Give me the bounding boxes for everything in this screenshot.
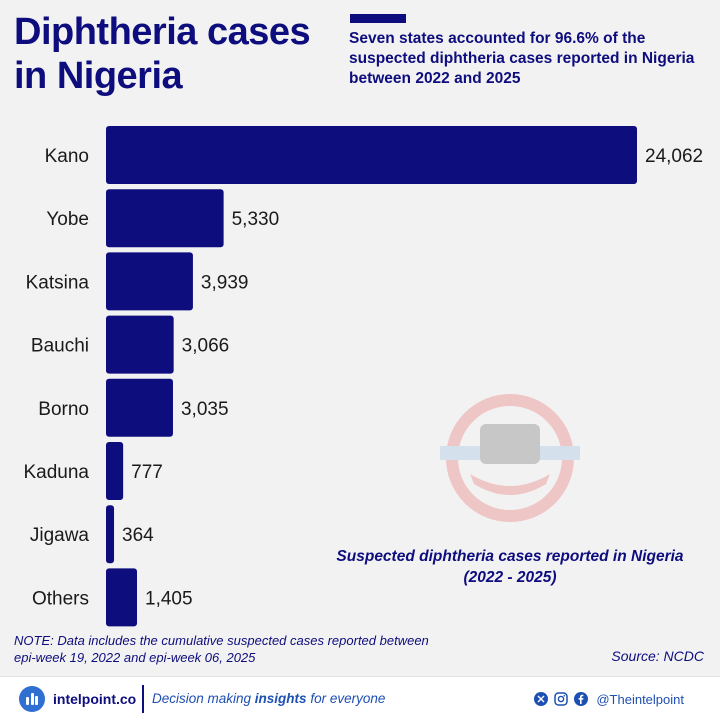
value-label-katsina: 3,939 [201,272,249,293]
value-label-others: 1,405 [145,588,193,609]
bar-kano [106,126,637,184]
subtitle: Seven states accounted for 96.6% of the … [349,30,695,87]
chart-caption: Suspected diphtheria cases reported in N… [336,548,684,586]
bar-bauchi [106,315,174,374]
category-label-kaduna: Kaduna [23,462,89,483]
social-links: @Theintelpoint [534,690,684,708]
footer-divider [142,685,144,713]
tagline-bold: insights [254,691,307,706]
bar-kaduna [106,442,124,500]
intelpoint-logo-icon[interactable] [19,686,45,712]
bar-others [106,568,138,627]
data-note: NOTE: Data includes the cumulative suspe… [14,633,429,665]
bar-katsina [106,252,193,311]
instagram-icon[interactable] [554,692,569,706]
subtitle-accent-bar [350,14,406,23]
footer-bar: intelpoint.co Decision making insights f… [0,676,720,720]
value-label-bauchi: 3,066 [182,336,230,357]
social-handle[interactable]: @Theintelpoint [596,691,684,707]
value-label-jigawa: 364 [122,525,154,546]
value-label-borno: 3,035 [181,399,229,420]
category-label-bauchi: Bauchi [31,336,89,357]
category-label-kano: Kano [45,146,89,167]
value-label-yobe: 5,330 [232,209,280,230]
watermark-logo-icon [440,394,580,522]
x-twitter-icon[interactable] [534,692,549,706]
bar-yobe [106,189,224,248]
brand-name[interactable]: intelpoint.co [53,691,137,707]
source-label: Source: NCDC [611,648,704,664]
bar-chart: Kano 24,062 Yobe 5,330 Katsina 3,939 Bauchi 3,0… [23,126,703,627]
bar-jigawa [106,505,115,564]
category-label-borno: Borno [38,399,89,420]
category-label-yobe: Yobe [46,209,89,230]
tagline-post: for everyone [306,691,386,706]
tagline: Decision making insights for everyone [152,691,385,706]
category-label-jigawa: Jigawa [30,525,90,546]
value-label-kano: 24,062 [645,146,703,167]
category-label-katsina: Katsina [26,272,90,293]
category-label-others: Others [32,588,89,609]
value-label-kaduna: 777 [131,462,163,483]
facebook-icon[interactable] [574,692,589,706]
bar-borno [106,378,173,437]
tagline-pre: Decision making [152,691,255,706]
page-title: Diphtheria cases in Nigeria [14,11,311,97]
